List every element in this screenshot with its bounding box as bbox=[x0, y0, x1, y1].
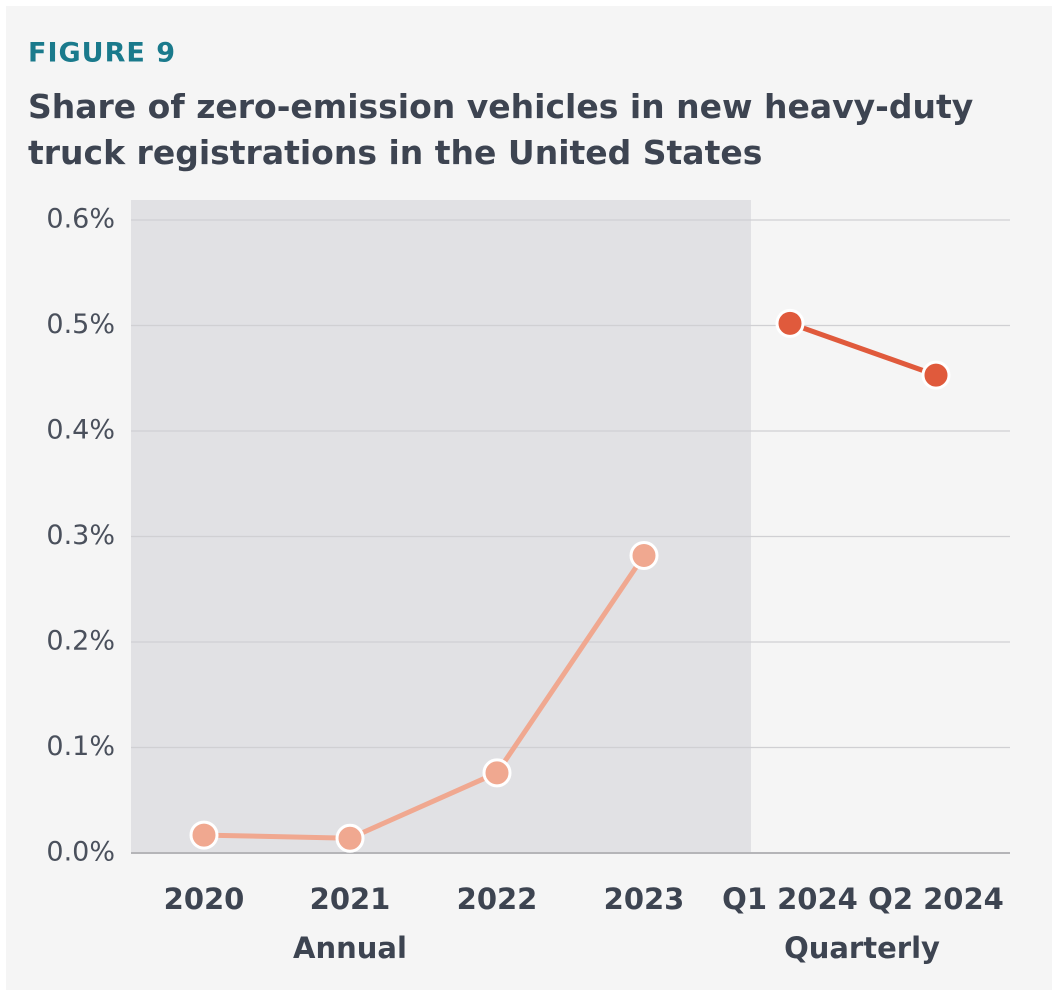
series-line bbox=[203, 554, 647, 841]
y-tick-label: 0.4% bbox=[46, 415, 115, 446]
x-tick-label: 2023 bbox=[604, 882, 685, 916]
y-tick-label: 0.5% bbox=[46, 309, 115, 340]
chart-title: Share of zero-emission vehicles in new h… bbox=[28, 87, 973, 172]
y-tick-label: 0.0% bbox=[46, 837, 115, 868]
x-tick-label: 2022 bbox=[457, 882, 538, 916]
annual-shade bbox=[131, 200, 751, 853]
x-tick-label: 2021 bbox=[310, 882, 391, 916]
y-tick-label: 0.1% bbox=[46, 731, 115, 762]
series-line bbox=[789, 321, 937, 378]
x-tick-label: Q1 2024 bbox=[722, 882, 858, 916]
y-tick-label: 0.2% bbox=[46, 626, 115, 657]
y-tick-label: 0.3% bbox=[46, 520, 115, 551]
data-point bbox=[921, 360, 951, 390]
x-tick-label: 2020 bbox=[164, 882, 245, 916]
plot: 0.0% 0.1% 0.2% 0.3% 0.4% 0.5% 0.6% 2020 2021 2022… bbox=[46, 204, 1010, 965]
y-tick-label: 0.6% bbox=[46, 204, 115, 235]
x-tick-label: Q2 2024 bbox=[868, 882, 1004, 916]
data-point bbox=[482, 758, 512, 788]
data-point bbox=[775, 308, 805, 338]
data-point bbox=[335, 823, 365, 853]
data-point bbox=[629, 540, 659, 570]
data-point bbox=[189, 820, 219, 850]
group-label: Annual bbox=[293, 931, 407, 965]
figure-label: FIGURE 9 bbox=[28, 38, 176, 69]
group-label: Quarterly bbox=[784, 931, 940, 965]
